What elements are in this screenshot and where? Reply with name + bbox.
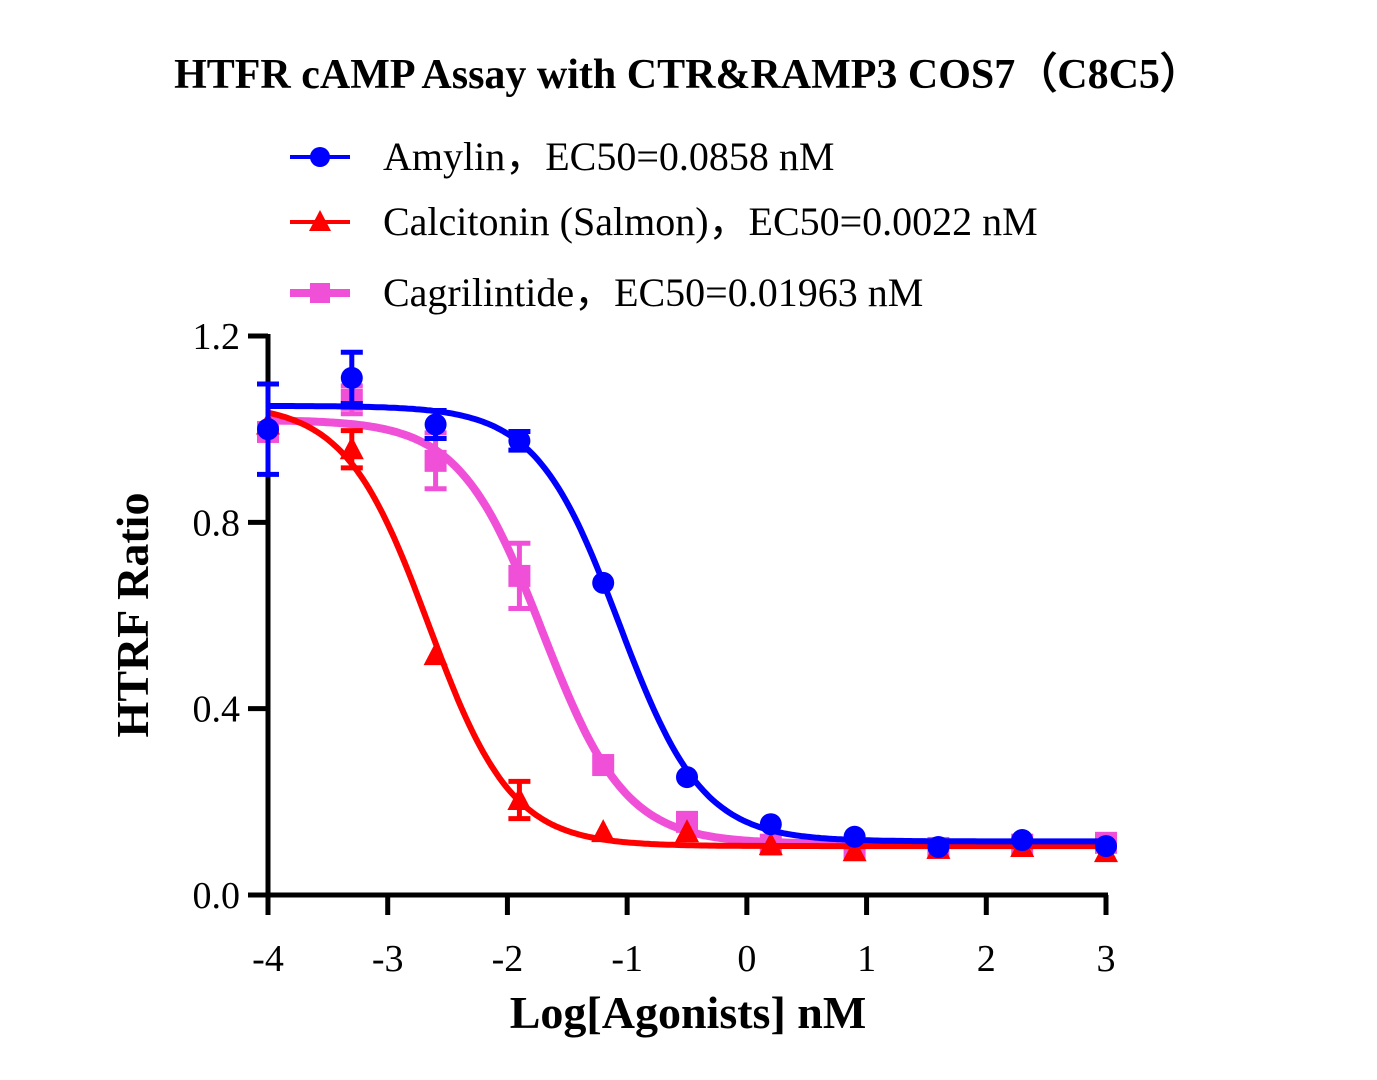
circle-marker: [843, 825, 866, 848]
x-tick-label: -4: [252, 938, 284, 980]
triangle-marker: [591, 819, 616, 843]
x-axis-label: Log[Agonists] nM: [510, 987, 867, 1038]
triangle-marker: [339, 436, 364, 460]
legend-item: Cagrilintide，EC50=0.01963 nM: [290, 270, 923, 315]
chart-title: HTFR cAMP Assay with CTR&RAMP3 COS7（C8C5…: [174, 51, 1202, 98]
x-tick-label: 2: [977, 938, 996, 980]
x-tick-label: 0: [737, 938, 756, 980]
x-tick-label: 3: [1097, 938, 1116, 980]
y-axis-label: HTRF Ratio: [107, 493, 158, 738]
triangle-marker: [675, 819, 699, 843]
x-tick-label: -3: [372, 938, 404, 980]
legend-label: Amylin，EC50=0.0858 nM: [383, 134, 834, 179]
circle-marker: [592, 571, 615, 594]
square-marker: [592, 754, 615, 777]
circle-marker: [927, 836, 950, 859]
y-tick-label: 0.0: [193, 875, 241, 917]
y-tick-label: 1.2: [193, 316, 241, 358]
plot-area: [256, 349, 1118, 863]
series-0: [257, 349, 1117, 859]
x-tick-label: -2: [492, 938, 524, 980]
circle-marker: [257, 418, 279, 441]
legend-label: Calcitonin (Salmon)，EC50=0.0022 nM: [383, 199, 1038, 244]
fit-curve: [267, 409, 1106, 850]
legend: Amylin，EC50=0.0858 nM Calcitonin (Salmon)…: [290, 134, 1038, 315]
triangle-marker: [507, 786, 532, 810]
circle-marker: [1011, 829, 1034, 852]
circle-marker: [424, 413, 447, 436]
circle-marker: [1095, 835, 1117, 858]
legend-label: Cagrilintide，EC50=0.01963 nM: [383, 270, 923, 315]
square-marker: [424, 449, 447, 472]
triangle-marker: [842, 838, 867, 862]
triangle-marker: [758, 832, 783, 856]
legend-item: Calcitonin (Salmon)，EC50=0.0022 nM: [290, 199, 1038, 244]
series-1: [256, 409, 1118, 863]
x-tick-label: 1: [857, 938, 876, 980]
triangle-marker: [309, 210, 331, 231]
circle-marker: [759, 813, 782, 836]
square-marker: [508, 564, 531, 587]
circle-marker: [676, 766, 698, 789]
square-marker: [310, 283, 330, 303]
circle-marker: [508, 429, 531, 452]
x-tick-label: -1: [611, 938, 643, 980]
triangle-marker: [423, 642, 448, 666]
y-tick-label: 0.8: [193, 502, 241, 544]
circle-marker: [310, 147, 330, 167]
circle-marker: [340, 366, 363, 389]
y-tick-label: 0.4: [193, 689, 241, 731]
axes: 0.0 0.4 0.8 1.2 -4 -3 -2 -1 0 1 2 3: [193, 316, 1116, 980]
legend-item: Amylin，EC50=0.0858 nM: [290, 134, 834, 179]
